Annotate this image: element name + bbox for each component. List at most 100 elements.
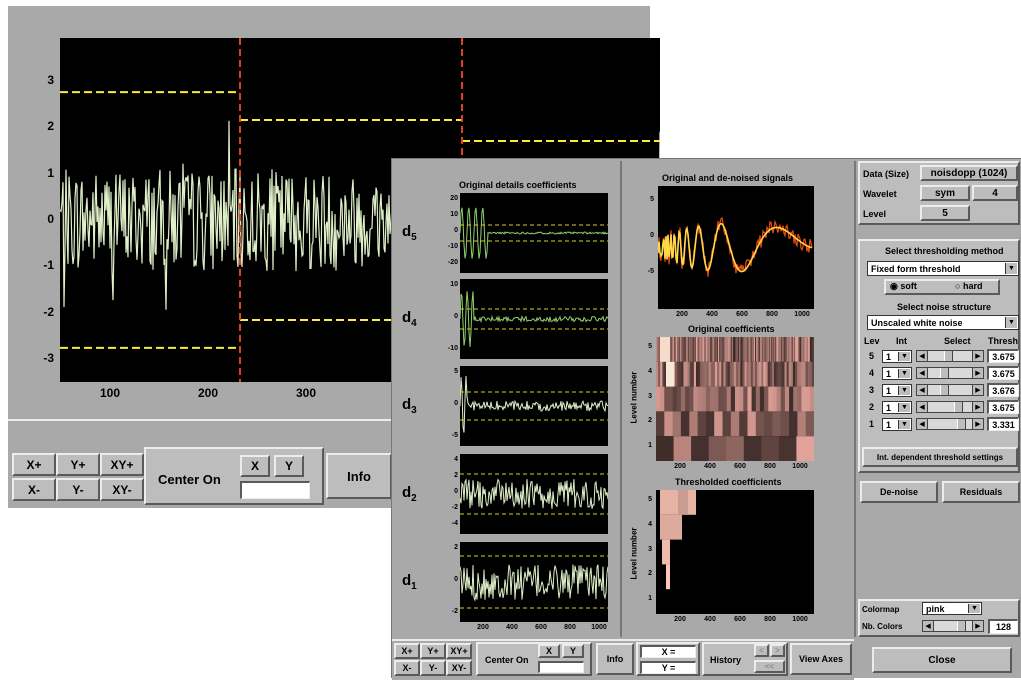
history-back-button[interactable]: < <box>754 644 769 657</box>
residuals-button[interactable]: Residuals <box>942 481 1020 503</box>
nb-colors-slider[interactable]: ◀ ▶ <box>922 620 984 632</box>
coef-cell <box>795 361 798 387</box>
colormap-select[interactable]: pink ▼ <box>922 602 982 615</box>
slider-left-icon[interactable]: ◀ <box>917 368 928 378</box>
back-xy-minus-button[interactable]: XY- <box>100 478 144 501</box>
detail-y-tick: -10 <box>447 345 458 352</box>
coef-cell <box>725 337 728 362</box>
slider-left-icon[interactable]: ◀ <box>917 385 928 395</box>
coef-cell <box>697 337 699 362</box>
x-tick-label: 200 <box>197 386 219 400</box>
coef-cell <box>687 361 691 387</box>
thresh-row-slider[interactable]: ◀ ▶ <box>916 401 984 413</box>
coef-cell <box>695 337 697 362</box>
coef-cell <box>722 337 725 362</box>
thresh-row-value[interactable]: 3.676 <box>987 383 1019 397</box>
denoise-button[interactable]: De-noise <box>860 481 938 503</box>
coef-cell <box>764 411 773 437</box>
back-center-input[interactable] <box>240 481 310 499</box>
slider-thumb[interactable] <box>956 419 966 429</box>
nb-colors-value[interactable]: 128 <box>988 619 1018 634</box>
slider-left-icon[interactable]: ◀ <box>917 402 928 412</box>
slider-left-icon[interactable]: ◀ <box>917 419 928 429</box>
coef-cell <box>696 337 698 362</box>
coef-cell <box>656 337 658 362</box>
history-forward-button[interactable]: > <box>770 644 785 657</box>
coef-cell <box>780 337 782 362</box>
coef-cell <box>784 386 790 412</box>
back-y-minus-button[interactable]: Y- <box>56 478 100 501</box>
back-info-button[interactable]: Info <box>326 453 392 499</box>
slider-right-icon[interactable]: ▶ <box>972 385 983 395</box>
slider-left-icon[interactable]: ◀ <box>923 621 934 631</box>
front-xy-plus-button[interactable]: XY+ <box>446 643 472 659</box>
detail-y-tick: 0 <box>454 576 458 583</box>
front-y-plus-button[interactable]: Y+ <box>420 643 446 659</box>
slider-right-icon[interactable]: ▶ <box>972 419 983 429</box>
front-center-input[interactable] <box>538 661 584 673</box>
slider-thumb[interactable] <box>940 385 950 395</box>
thresh-row-value[interactable]: 3.675 <box>987 366 1019 380</box>
coef-cell <box>656 386 661 412</box>
slider-right-icon[interactable]: ▶ <box>972 621 983 631</box>
detail-level-index: 1 <box>411 581 417 592</box>
front-info-button[interactable]: Info <box>596 643 634 675</box>
slider-thumb[interactable] <box>957 621 966 631</box>
front-x-minus-button[interactable]: X- <box>394 660 420 676</box>
thresh-row-interval-select[interactable]: 1 ▼ <box>882 384 912 397</box>
back-center-y-button[interactable]: Y <box>274 455 304 477</box>
thresh-row-value[interactable]: 3.675 <box>987 349 1019 363</box>
detail-level-label: d3 <box>402 396 417 416</box>
front-y-minus-button[interactable]: Y- <box>420 660 446 676</box>
back-y-plus-button[interactable]: Y+ <box>56 453 100 476</box>
coef-cell <box>689 361 693 387</box>
slider-thumb[interactable] <box>944 351 954 361</box>
view-axes-button[interactable]: View Axes <box>790 643 852 675</box>
interval-threshold-button[interactable]: Int. dependent threshold settings <box>862 447 1018 467</box>
back-xy-plus-button[interactable]: XY+ <box>100 453 144 476</box>
thresh-row-interval-select[interactable]: 1 ▼ <box>882 401 912 414</box>
thresh-row-slider[interactable]: ◀ ▶ <box>916 350 984 362</box>
front-x-plus-button[interactable]: X+ <box>394 643 420 659</box>
coef-cell <box>780 411 790 437</box>
coef-cell <box>743 337 746 362</box>
thresh-row-interval-select[interactable]: 1 ▼ <box>882 418 912 431</box>
back-center-x-button[interactable]: X <box>240 455 270 477</box>
coef-cell <box>687 337 690 362</box>
slider-thumb[interactable] <box>940 368 950 378</box>
back-x-minus-button[interactable]: X- <box>12 478 56 501</box>
coef-cell <box>738 361 741 387</box>
thresh-row-slider[interactable]: ◀ ▶ <box>916 418 984 430</box>
thresh-row-interval-select[interactable]: 1 ▼ <box>882 367 912 380</box>
slider-left-icon[interactable]: ◀ <box>917 351 928 361</box>
front-xy-minus-button[interactable]: XY- <box>446 660 472 676</box>
coef-cell <box>797 337 799 362</box>
detail-x-tick: 200 <box>477 624 489 631</box>
soft-radio[interactable]: ◉ soft <box>890 281 917 292</box>
thresh-row-slider[interactable]: ◀ ▶ <box>916 384 984 396</box>
coef-cell <box>723 337 726 362</box>
coef-cell <box>761 337 763 362</box>
slider-thumb[interactable] <box>954 402 964 412</box>
back-x-plus-button[interactable]: X+ <box>12 453 56 476</box>
front-center-x-button[interactable]: X <box>538 644 560 658</box>
thresholding-method-select[interactable]: Fixed form threshold ▼ <box>867 261 1019 276</box>
thresh-row-value[interactable]: 3.331 <box>987 417 1019 431</box>
history-rewind-button[interactable]: << <box>754 660 785 673</box>
coef-cell <box>685 361 689 387</box>
thresh-row-value[interactable]: 3.675 <box>987 400 1019 414</box>
thresh-row-slider[interactable]: ◀ ▶ <box>916 367 984 379</box>
hard-radio[interactable]: ○ hard <box>955 281 982 291</box>
front-center-y-button[interactable]: Y <box>562 644 584 658</box>
slider-right-icon[interactable]: ▶ <box>972 351 983 361</box>
detail-y-tick: -2 <box>451 608 458 615</box>
coef-cell <box>755 337 757 362</box>
coef-cell <box>768 337 771 362</box>
thresh-row-interval-select[interactable]: 1 ▼ <box>882 350 912 363</box>
close-button[interactable]: Close <box>872 647 1012 673</box>
noise-structure-select[interactable]: Unscaled white noise ▼ <box>867 315 1019 330</box>
coef-cell <box>727 361 731 387</box>
slider-right-icon[interactable]: ▶ <box>972 368 983 378</box>
coef-cell <box>680 411 690 437</box>
slider-right-icon[interactable]: ▶ <box>972 402 983 412</box>
